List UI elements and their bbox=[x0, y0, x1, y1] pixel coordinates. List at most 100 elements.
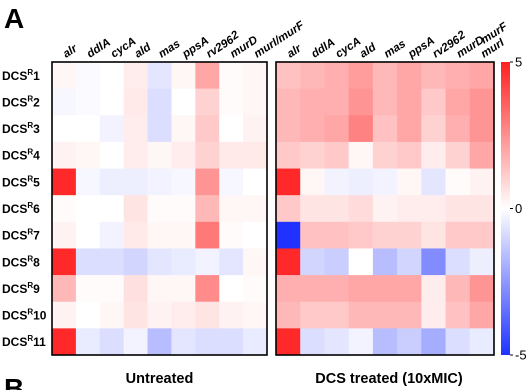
heatmap-cell bbox=[219, 275, 244, 303]
heatmap-cell bbox=[75, 88, 101, 116]
heatmap-cell bbox=[276, 195, 301, 223]
heatmap-cell bbox=[469, 221, 495, 249]
heatmap-cell bbox=[421, 221, 446, 249]
heatmap-cell bbox=[300, 301, 325, 329]
heatmap-cell bbox=[300, 88, 325, 116]
column-label: mas bbox=[157, 38, 183, 61]
heatmap-cell bbox=[75, 221, 101, 249]
heatmap-cell bbox=[147, 62, 172, 90]
heatmap-cell bbox=[421, 88, 446, 116]
heatmap-cell bbox=[372, 328, 398, 356]
row-label: DCSR5 bbox=[2, 174, 40, 189]
heatmap-cell bbox=[52, 115, 77, 143]
heatmap-cell bbox=[397, 62, 422, 90]
row-label: DCSR9 bbox=[2, 281, 40, 296]
heatmap-cell bbox=[147, 141, 172, 169]
row-label: DCSR7 bbox=[2, 228, 40, 243]
heatmap-cell bbox=[469, 141, 495, 169]
heatmap-cell bbox=[421, 301, 446, 329]
heatmap-cell bbox=[300, 168, 325, 196]
heatmap-cell bbox=[195, 141, 220, 169]
heatmap-cell bbox=[348, 88, 374, 116]
row-labels: DCSR1 DCSR2 DCSR3 DCSR4 DCSR5 DCSR6 DCSR7 DCSR8… bbox=[2, 68, 47, 349]
heatmap-cell bbox=[171, 195, 196, 223]
column-label: mas bbox=[382, 38, 408, 61]
heatmap-cell bbox=[123, 328, 148, 356]
heatmap-cell bbox=[469, 88, 495, 116]
heatmap-cell bbox=[123, 141, 148, 169]
heatmap-cell bbox=[195, 115, 220, 143]
heatmap-cell bbox=[300, 62, 325, 90]
colorbar-tick-label: 0 bbox=[515, 201, 522, 216]
row-label: DCSR11 bbox=[2, 334, 46, 349]
heatmap-cell bbox=[52, 301, 77, 329]
column-label: cycA bbox=[109, 35, 139, 60]
heatmap-cell bbox=[147, 328, 172, 356]
heatmap-cell bbox=[171, 301, 196, 329]
heatmap-cell bbox=[123, 88, 148, 116]
heatmap-cell bbox=[421, 168, 446, 196]
row-label: DCSR10 bbox=[2, 308, 47, 323]
heatmap-cell bbox=[195, 168, 220, 196]
heatmap-cell bbox=[243, 248, 268, 276]
heatmap-cell bbox=[421, 275, 446, 303]
heatmap-cell bbox=[195, 328, 220, 356]
heatmap-cell bbox=[397, 301, 422, 329]
heatmap-cell bbox=[348, 141, 374, 169]
heatmap-cell bbox=[348, 221, 374, 249]
heatmap-cell bbox=[123, 115, 148, 143]
heatmap-cell bbox=[99, 168, 125, 196]
heatmap-cell bbox=[372, 141, 398, 169]
heatmap-cell bbox=[99, 275, 125, 303]
heatmap-cell bbox=[445, 62, 471, 90]
row-label: DCSR8 bbox=[2, 254, 40, 269]
heatmap-cell bbox=[276, 301, 301, 329]
heatmap-cell bbox=[324, 62, 350, 90]
colorbar-tick-label: 5 bbox=[515, 55, 522, 70]
heatmap-cell bbox=[372, 168, 398, 196]
heatmap-cell bbox=[348, 328, 374, 356]
heatmap-cell bbox=[243, 221, 268, 249]
heatmap-cell bbox=[52, 195, 77, 223]
heatmap-cell bbox=[195, 221, 220, 249]
heatmap-cell bbox=[123, 168, 148, 196]
column-label: alr bbox=[61, 43, 80, 61]
heatmap-cell bbox=[219, 62, 244, 90]
heatmap-cell bbox=[195, 301, 220, 329]
column-label: ddlA bbox=[309, 37, 337, 61]
heatmap-cell bbox=[219, 328, 244, 356]
heatmap-cell bbox=[195, 248, 220, 276]
heatmap-cell bbox=[300, 221, 325, 249]
heatmap-cell bbox=[324, 275, 350, 303]
heatmap-cell bbox=[243, 195, 268, 223]
heatmap-cell bbox=[123, 275, 148, 303]
heatmap-cell bbox=[99, 88, 125, 116]
heatmap-cell bbox=[300, 275, 325, 303]
heatmap-cell bbox=[445, 275, 471, 303]
row-label: DCSR4 bbox=[2, 148, 40, 163]
heatmap-cell bbox=[469, 328, 495, 356]
heatmap-cell bbox=[52, 168, 77, 196]
column-label: ddlA bbox=[85, 37, 113, 61]
heatmap-cell bbox=[99, 115, 125, 143]
colorbar-gradient bbox=[501, 62, 510, 355]
heatmap-cell bbox=[123, 248, 148, 276]
heatmap-cell bbox=[348, 301, 374, 329]
heatmap-cell bbox=[243, 115, 268, 143]
heatmap-cell bbox=[52, 328, 77, 356]
heatmap-cell bbox=[300, 115, 325, 143]
heatmap-cell bbox=[171, 141, 196, 169]
heatmap-cell bbox=[75, 62, 101, 90]
heatmap-cell bbox=[469, 248, 495, 276]
heatmap-cell bbox=[469, 115, 495, 143]
heatmap-cell bbox=[348, 248, 374, 276]
heatmap-cell bbox=[219, 195, 244, 223]
heatmap-cell bbox=[397, 195, 422, 223]
row-label: DCSR2 bbox=[2, 94, 40, 109]
heatmap-cell bbox=[171, 168, 196, 196]
condition-labels: Untreated DCS treated (10xMIC) bbox=[126, 371, 463, 387]
heatmap-cell bbox=[171, 115, 196, 143]
heatmap-cell bbox=[243, 328, 268, 356]
